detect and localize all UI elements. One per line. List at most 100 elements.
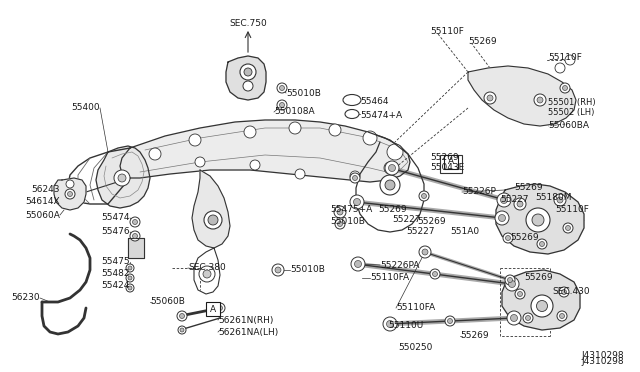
Circle shape xyxy=(422,193,426,199)
Circle shape xyxy=(240,64,256,80)
Text: 55269: 55269 xyxy=(510,234,539,243)
Circle shape xyxy=(515,289,525,299)
Circle shape xyxy=(130,231,140,241)
Circle shape xyxy=(518,292,522,296)
Circle shape xyxy=(385,180,395,190)
Circle shape xyxy=(208,215,218,225)
Bar xyxy=(440,155,462,173)
Circle shape xyxy=(499,215,506,221)
Polygon shape xyxy=(226,56,266,100)
Text: 55269: 55269 xyxy=(524,273,552,282)
Circle shape xyxy=(277,100,287,110)
Text: J4310298: J4310298 xyxy=(581,357,624,366)
Circle shape xyxy=(337,221,342,227)
Circle shape xyxy=(537,97,543,103)
Text: SEC.750: SEC.750 xyxy=(229,19,267,29)
Circle shape xyxy=(66,180,74,188)
Text: 56230: 56230 xyxy=(12,294,40,302)
Text: 550108A: 550108A xyxy=(274,108,315,116)
Circle shape xyxy=(563,86,568,90)
Circle shape xyxy=(130,217,140,227)
Circle shape xyxy=(380,175,400,195)
Circle shape xyxy=(563,223,573,233)
Circle shape xyxy=(277,83,287,93)
Polygon shape xyxy=(54,178,86,210)
Text: 55227: 55227 xyxy=(500,196,529,205)
Text: 55269: 55269 xyxy=(468,38,497,46)
Circle shape xyxy=(387,321,394,327)
Circle shape xyxy=(525,315,531,321)
Circle shape xyxy=(295,169,305,179)
Text: 55269: 55269 xyxy=(514,183,543,192)
Text: 55474: 55474 xyxy=(102,214,130,222)
Circle shape xyxy=(422,249,428,255)
Text: 55424: 55424 xyxy=(102,282,130,291)
Polygon shape xyxy=(192,170,230,248)
Circle shape xyxy=(511,314,518,321)
Circle shape xyxy=(334,206,346,218)
Text: 55060BA: 55060BA xyxy=(548,121,589,129)
Circle shape xyxy=(199,266,215,282)
Circle shape xyxy=(244,126,256,138)
Circle shape xyxy=(244,68,252,76)
Circle shape xyxy=(126,274,134,282)
Circle shape xyxy=(505,277,519,291)
Text: 551A0: 551A0 xyxy=(450,228,479,237)
Text: 56261N(RH): 56261N(RH) xyxy=(218,315,273,324)
Circle shape xyxy=(280,86,285,90)
Circle shape xyxy=(514,198,526,210)
Circle shape xyxy=(560,83,570,93)
Text: 55110FA: 55110FA xyxy=(396,304,435,312)
Text: 55400: 55400 xyxy=(72,103,100,112)
Circle shape xyxy=(507,311,521,325)
Ellipse shape xyxy=(345,109,359,119)
Text: 55110F: 55110F xyxy=(430,28,464,36)
Text: 55475+A: 55475+A xyxy=(330,205,372,215)
Circle shape xyxy=(126,284,134,292)
Bar xyxy=(206,302,220,316)
Text: 55226P: 55226P xyxy=(462,187,496,196)
Ellipse shape xyxy=(343,94,361,106)
Circle shape xyxy=(275,267,281,273)
Circle shape xyxy=(559,314,564,318)
Circle shape xyxy=(430,269,440,279)
Circle shape xyxy=(506,235,511,241)
Text: 55110U: 55110U xyxy=(388,321,423,330)
Circle shape xyxy=(126,264,134,272)
Circle shape xyxy=(353,199,360,205)
Text: 54614X: 54614X xyxy=(26,198,60,206)
Circle shape xyxy=(335,219,345,229)
Text: J4310298: J4310298 xyxy=(581,352,624,360)
Text: 55110FA: 55110FA xyxy=(370,273,409,282)
Circle shape xyxy=(272,264,284,276)
Circle shape xyxy=(536,301,547,311)
Circle shape xyxy=(555,63,565,73)
Circle shape xyxy=(384,162,396,174)
Circle shape xyxy=(532,214,544,226)
Circle shape xyxy=(447,318,452,324)
Circle shape xyxy=(566,225,570,231)
Circle shape xyxy=(132,234,138,238)
Circle shape xyxy=(526,208,550,232)
Circle shape xyxy=(497,193,511,207)
Circle shape xyxy=(484,92,496,104)
Text: 550250: 550250 xyxy=(398,343,433,353)
Circle shape xyxy=(67,192,72,196)
Text: 55269: 55269 xyxy=(460,331,488,340)
Circle shape xyxy=(215,303,225,313)
Circle shape xyxy=(195,157,205,167)
Text: SEC.380: SEC.380 xyxy=(188,263,226,273)
Text: 55501 (RH): 55501 (RH) xyxy=(548,99,596,108)
Circle shape xyxy=(537,239,547,249)
Text: A: A xyxy=(210,305,216,314)
Text: 55180M: 55180M xyxy=(535,193,572,202)
Bar xyxy=(444,155,458,169)
Circle shape xyxy=(561,289,566,295)
Text: 55269: 55269 xyxy=(378,205,406,215)
Text: 55227: 55227 xyxy=(392,215,420,224)
Circle shape xyxy=(534,94,546,106)
Text: A: A xyxy=(448,160,454,169)
Circle shape xyxy=(557,197,563,203)
Circle shape xyxy=(180,328,184,332)
Circle shape xyxy=(65,189,75,199)
